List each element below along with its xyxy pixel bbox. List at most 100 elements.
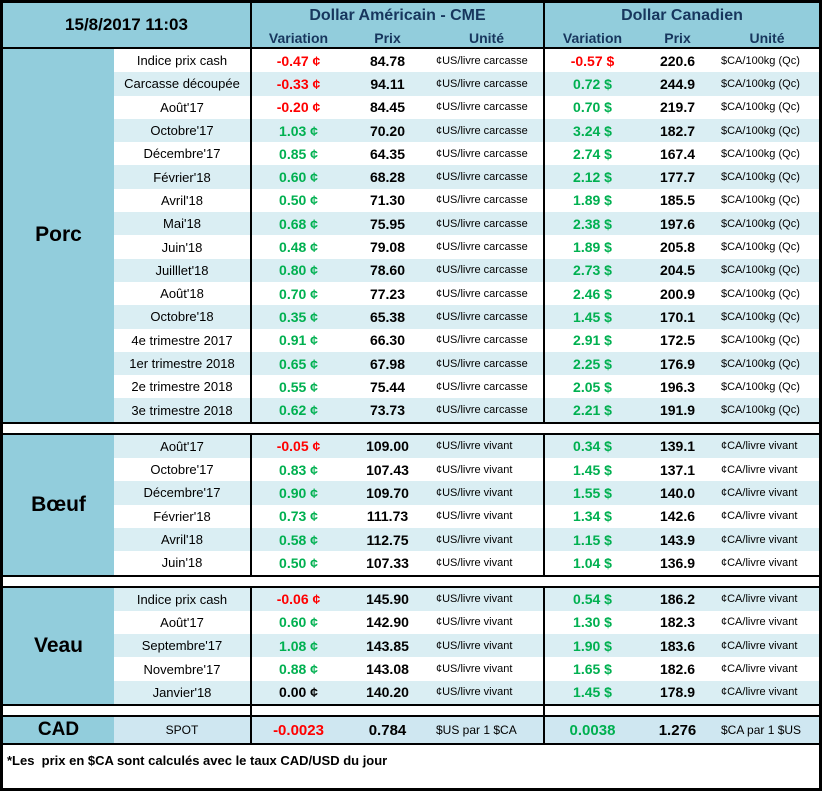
- us-price-value: 75.44: [345, 375, 430, 399]
- ca-unit-label: $CA/100kg (Qc): [715, 49, 819, 73]
- table-header: 15/8/2017 11:03 Dollar Américain - CME D…: [3, 3, 819, 49]
- row-label: Octobre'17: [114, 118, 252, 143]
- us-variation-value: 0.55 ¢: [252, 375, 345, 399]
- section-divider: [3, 704, 819, 718]
- us-variation-value: 0.88 ¢: [252, 657, 345, 681]
- us-unit-label: ¢US/livre carcasse: [430, 72, 545, 96]
- ca-variation-value: 1.45 $: [545, 458, 640, 482]
- us-price-value: 111.73: [345, 504, 430, 528]
- us-price-value: 77.23: [345, 281, 430, 306]
- us-unit-label: ¢US/livre carcasse: [430, 165, 545, 189]
- us-price-value: 145.90: [345, 587, 430, 611]
- us-variation-value: -0.05 ¢: [252, 434, 345, 459]
- ca-variation-value: 1.45 $: [545, 305, 640, 329]
- ca-variation-value: 2.91 $: [545, 328, 640, 352]
- ca-variation-value: 1.04 $: [545, 551, 640, 575]
- ca-variation-value: 1.90 $: [545, 634, 640, 658]
- section-boeuf: Bœuf Août'17 -0.05 ¢ 109.00 ¢US/livre vivant…: [3, 434, 819, 575]
- ca-unite-header: Unité: [715, 29, 819, 47]
- us-unit-label: ¢US/livre carcasse: [430, 305, 545, 329]
- us-price-value: 143.85: [345, 634, 430, 658]
- us-unit-label: ¢US/livre vivant: [430, 610, 545, 635]
- ca-variation-value: 2.21 $: [545, 398, 640, 422]
- us-price-value: 65.38: [345, 305, 430, 329]
- section-cad: CAD SPOT -0.0023 0.784 $US par 1 $CA 0.0038 1.…: [3, 717, 819, 746]
- us-price-value: 107.33: [345, 551, 430, 575]
- ca-unit-label: ¢CA/livre vivant: [715, 551, 819, 575]
- us-price-value: 73.73: [345, 398, 430, 422]
- us-unit-label: ¢US/livre vivant: [430, 458, 545, 482]
- ca-variation-value: 1.30 $: [545, 610, 640, 635]
- us-unit-label: ¢US/livre vivant: [430, 481, 545, 505]
- us-price-value: 109.70: [345, 481, 430, 505]
- us-dollar-group-title: Dollar Américain - CME: [252, 3, 545, 29]
- us-variation-value: -0.47 ¢: [252, 49, 345, 73]
- ca-price-value: 205.8: [640, 235, 715, 259]
- section-label: CAD: [3, 717, 114, 744]
- ca-price-value: 244.9: [640, 72, 715, 96]
- row-label: Août'17: [114, 95, 252, 119]
- ca-unit-label: $CA/100kg (Qc): [715, 281, 819, 306]
- us-unit-label: ¢US/livre carcasse: [430, 281, 545, 306]
- ca-price-value: 177.7: [640, 165, 715, 189]
- ca-price-value: 167.4: [640, 142, 715, 166]
- ca-unit-label: $CA/100kg (Qc): [715, 212, 819, 236]
- us-variation-value: 0.90 ¢: [252, 481, 345, 505]
- us-price-value: 112.75: [345, 527, 430, 552]
- us-variation-value: 0.80 ¢: [252, 258, 345, 282]
- ca-unit-label: $CA/100kg (Qc): [715, 165, 819, 189]
- row-label: Octobre'17: [114, 458, 252, 482]
- ca-unit-label: ¢CA/livre vivant: [715, 587, 819, 611]
- us-unit-label: ¢US/livre carcasse: [430, 235, 545, 259]
- section-label: Veau: [3, 587, 114, 705]
- us-price-value: 142.90: [345, 610, 430, 635]
- us-unite-header: Unité: [430, 29, 545, 47]
- us-unit-label: ¢US/livre vivant: [430, 527, 545, 552]
- ca-unit-label: $CA/100kg (Qc): [715, 328, 819, 352]
- row-label: Mai'18: [114, 212, 252, 236]
- footnote: *Les prix en $CA sont calculés avec le t…: [3, 745, 819, 777]
- ca-price-value: 220.6: [640, 49, 715, 73]
- us-price-value: 67.98: [345, 351, 430, 376]
- ca-price-value: 142.6: [640, 504, 715, 528]
- ca-unit-label: ¢CA/livre vivant: [715, 504, 819, 528]
- us-price-value: 78.60: [345, 258, 430, 282]
- us-unit-label: ¢US/livre carcasse: [430, 375, 545, 399]
- ca-variation-value: 2.05 $: [545, 375, 640, 399]
- ca-unit-label: ¢CA/livre vivant: [715, 610, 819, 635]
- ca-variation-value: 1.45 $: [545, 680, 640, 705]
- row-label: Juin'18: [114, 235, 252, 259]
- us-price-value: 64.35: [345, 142, 430, 166]
- ca-dollar-group-title: Dollar Canadien: [545, 3, 819, 29]
- ca-unit-label: ¢CA/livre vivant: [715, 481, 819, 505]
- us-variation-value: 0.50 ¢: [252, 188, 345, 213]
- us-unit-label: ¢US/livre carcasse: [430, 188, 545, 213]
- row-label: Septembre'17: [114, 634, 252, 658]
- us-price-value: 75.95: [345, 212, 430, 236]
- us-price-value: 94.11: [345, 72, 430, 96]
- us-variation-value: 0.48 ¢: [252, 235, 345, 259]
- ca-unit-label: $CA/100kg (Qc): [715, 398, 819, 422]
- ca-price-value: 172.5: [640, 328, 715, 352]
- ca-price-value: 200.9: [640, 281, 715, 306]
- row-label: Novembre'17: [114, 657, 252, 681]
- us-unit-label: $US par 1 $CA: [430, 717, 545, 744]
- ca-variation-value: 2.74 $: [545, 142, 640, 166]
- row-label: 3e trimestre 2018: [114, 398, 252, 422]
- us-variation-value: 0.91 ¢: [252, 328, 345, 352]
- us-price-value: 107.43: [345, 458, 430, 482]
- us-variation-value: 0.73 ¢: [252, 504, 345, 528]
- ca-price-value: 139.1: [640, 434, 715, 459]
- ca-prix-header: Prix: [640, 29, 715, 47]
- us-unit-label: ¢US/livre carcasse: [430, 142, 545, 166]
- section-label: Bœuf: [3, 434, 114, 575]
- us-price-value: 0.784: [345, 717, 430, 744]
- ca-variation-value: 1.89 $: [545, 188, 640, 213]
- ca-price-value: 182.6: [640, 657, 715, 681]
- ca-unit-label: $CA par 1 $US: [715, 717, 819, 744]
- row-label: Indice prix cash: [114, 49, 252, 73]
- us-price-value: 140.20: [345, 680, 430, 705]
- row-label: Août'18: [114, 281, 252, 306]
- us-price-value: 70.20: [345, 118, 430, 143]
